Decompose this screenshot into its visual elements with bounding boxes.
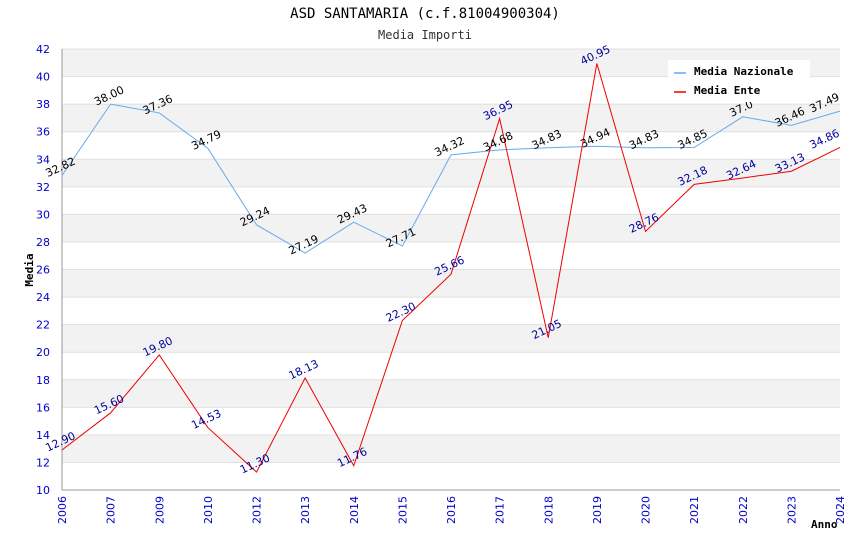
x-tick-label: 2022 [737,496,750,524]
y-tick-label: 20 [36,346,50,359]
series-line-ente [61,63,841,473]
x-tick-label: 2021 [688,496,701,524]
x-tick-label: 2016 [445,496,458,524]
y-tick-label: 34 [36,153,50,166]
x-tick-label: 2023 [785,496,798,524]
legend-background [668,60,810,102]
chart-title: ASD SANTAMARIA (c.f.81004900304) [290,6,560,22]
y-tick-label: 36 [36,126,50,139]
x-tick-label: 2007 [105,496,118,524]
y-axis-title: Media [23,253,36,286]
x-tick-label: 2017 [494,496,507,524]
y-tick-label: 26 [36,264,50,277]
x-tick-label: 2009 [153,496,166,524]
grid-lines [62,48,840,491]
grid-band [62,241,840,270]
y-tick-label: 38 [36,98,50,111]
y-tick-label: 14 [36,429,50,442]
y-tick-label: 32 [36,181,50,194]
series-lines [61,63,841,473]
y-tick-label: 28 [36,236,50,249]
legend: Media Nazionale Media Ente [668,60,810,102]
x-tick-label: 2013 [299,496,312,524]
y-tick-label: 42 [36,43,50,56]
y-tick-label: 30 [36,208,50,221]
grid-band [62,186,840,215]
chart-subtitle: Media Importi [378,28,472,42]
legend-label-ente: Media Ente [694,84,761,97]
grid-band [62,434,840,463]
grid-band [62,352,840,380]
grid-band [62,407,840,435]
grid-band [62,159,840,187]
x-tick-label: 2024 [834,496,847,524]
x-tick-label: 2010 [202,496,215,524]
y-tick-label: 24 [36,291,50,304]
series-line-nazionale [61,103,841,254]
x-tick-label: 2012 [251,496,264,524]
x-tick-label: 2019 [591,496,604,524]
grid-band [62,324,840,353]
y-tick-label: 22 [36,319,50,332]
grid-band [62,214,840,242]
y-tick-labels: 10 12 14 16 18 20 22 24 26 28 30 32 34 36 38 40 42 [36,43,50,497]
grid-band [62,462,840,490]
x-axis-title: Anno [811,518,838,531]
x-tick-label: 2018 [542,496,555,524]
x-tick-label: 2015 [396,496,409,524]
y-tick-label: 10 [36,484,50,497]
x-tick-labels: 2006 2007 2009 2010 2012 2013 2014 2015 2016 2017… [56,496,847,524]
x-tick-label: 2020 [640,496,653,524]
grid-band [62,297,840,325]
y-tick-label: 18 [36,374,50,387]
legend-label-nazionale: Media Nazionale [694,65,794,78]
y-tick-label: 12 [36,456,50,469]
x-tick-label: 2006 [56,496,69,524]
y-tick-label: 40 [36,71,50,84]
y-tick-label: 16 [36,401,50,414]
x-tick-label: 2014 [348,496,361,524]
grid-band [62,104,840,132]
